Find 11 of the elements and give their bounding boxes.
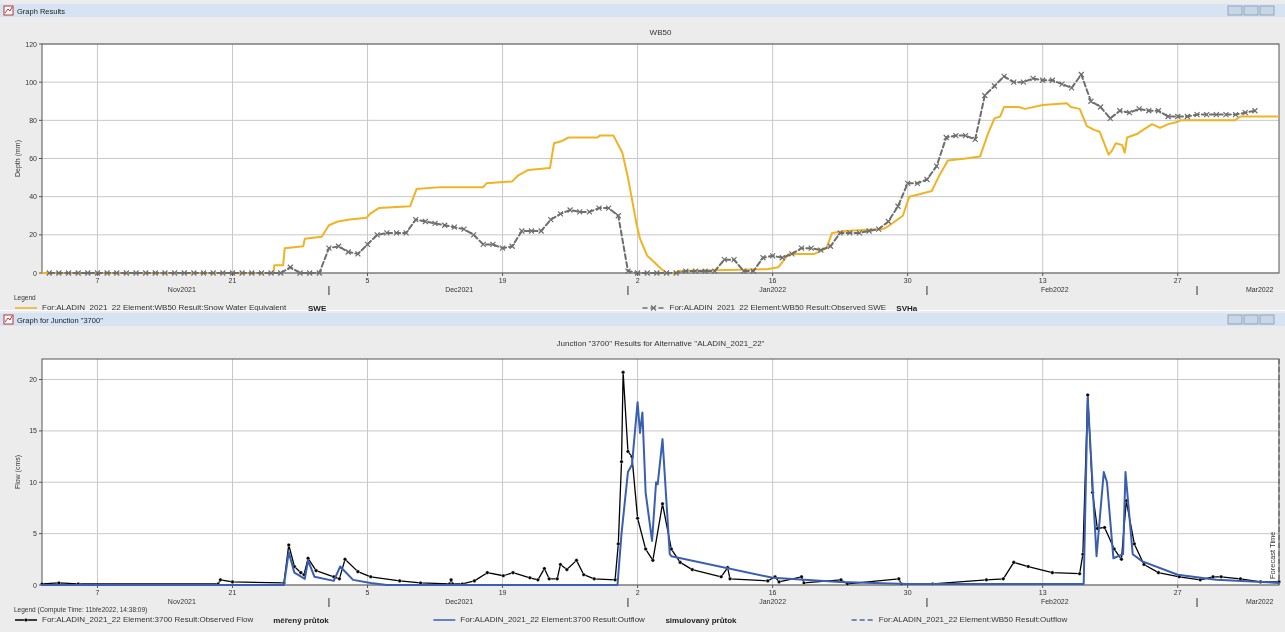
text: simulovaný průtok	[665, 615, 738, 625]
legend-label: For:ALADIN_2021_22 Element:WB50 Result:Snow Water Equivalent	[42, 303, 288, 312]
text: měřený průtok	[273, 615, 330, 625]
legend-label: For:ALADIN_2021_22 Element:WB50 Result:Observed SWE	[669, 303, 887, 312]
legend-label: For:ALADIN_2021_22 Element:WB50 Result:Outflow	[878, 615, 1068, 624]
text: SWE	[308, 303, 327, 313]
legend-label: For:ALADIN_2021_22 Element:3700 Result:Observed Flow	[42, 615, 254, 624]
chart-title: WB50	[649, 28, 672, 37]
text: SVHa	[896, 303, 918, 313]
legend-label: For:ALADIN_2021_22 Element:3700 Result:Outflow	[460, 615, 646, 624]
chart-title: Junction "3700" Results for Alternative "ALADIN_2021_22"	[556, 339, 765, 348]
